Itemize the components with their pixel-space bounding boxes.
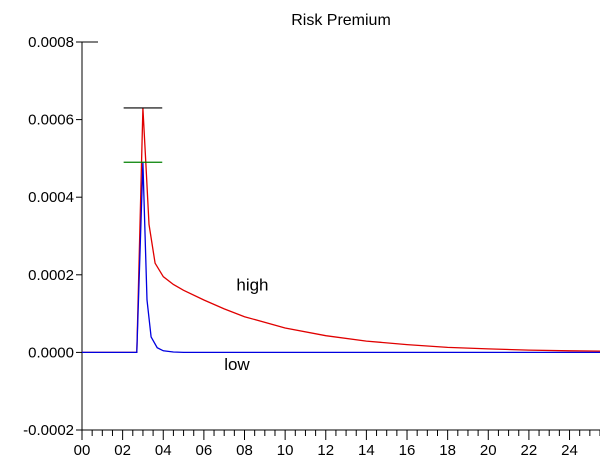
x-tick-label: 10 <box>277 442 294 459</box>
x-tick-label: 24 <box>561 442 578 459</box>
y-tick-label: 0.0006 <box>28 112 74 129</box>
y-tick-label: 0.0002 <box>28 267 74 284</box>
annotation-layer: high low <box>224 275 268 374</box>
x-tick-label: 06 <box>196 442 213 459</box>
series-line-low <box>82 162 600 354</box>
y-tick-label: -0.0002 <box>23 422 74 439</box>
x-tick-label: 16 <box>399 442 416 459</box>
annotation-low: low <box>224 355 250 374</box>
annotation-high: high <box>236 275 268 294</box>
y-tick-label: 0.0004 <box>28 189 74 206</box>
x-tick-label: 12 <box>317 442 334 459</box>
x-tick-label: 22 <box>521 442 538 459</box>
y-tick-label: 0.0000 <box>28 344 74 361</box>
y-tick-label: 0.0008 <box>28 34 74 51</box>
series-line-high <box>82 107 600 354</box>
x-tick-label: 02 <box>114 442 131 459</box>
x-tick-label: 20 <box>480 442 497 459</box>
x-tick-label: 18 <box>439 442 456 459</box>
x-tick-label: 04 <box>155 442 172 459</box>
chart-title: Risk Premium <box>291 12 391 29</box>
x-tick-label: 08 <box>236 442 253 459</box>
axes: -0.0002 0.0000 0.0002 0.0004 0.0006 0.0008 00 0… <box>23 34 600 459</box>
x-tick-label: 14 <box>358 442 375 459</box>
x-tick-label: 00 <box>74 442 91 459</box>
series-layer <box>82 107 600 354</box>
